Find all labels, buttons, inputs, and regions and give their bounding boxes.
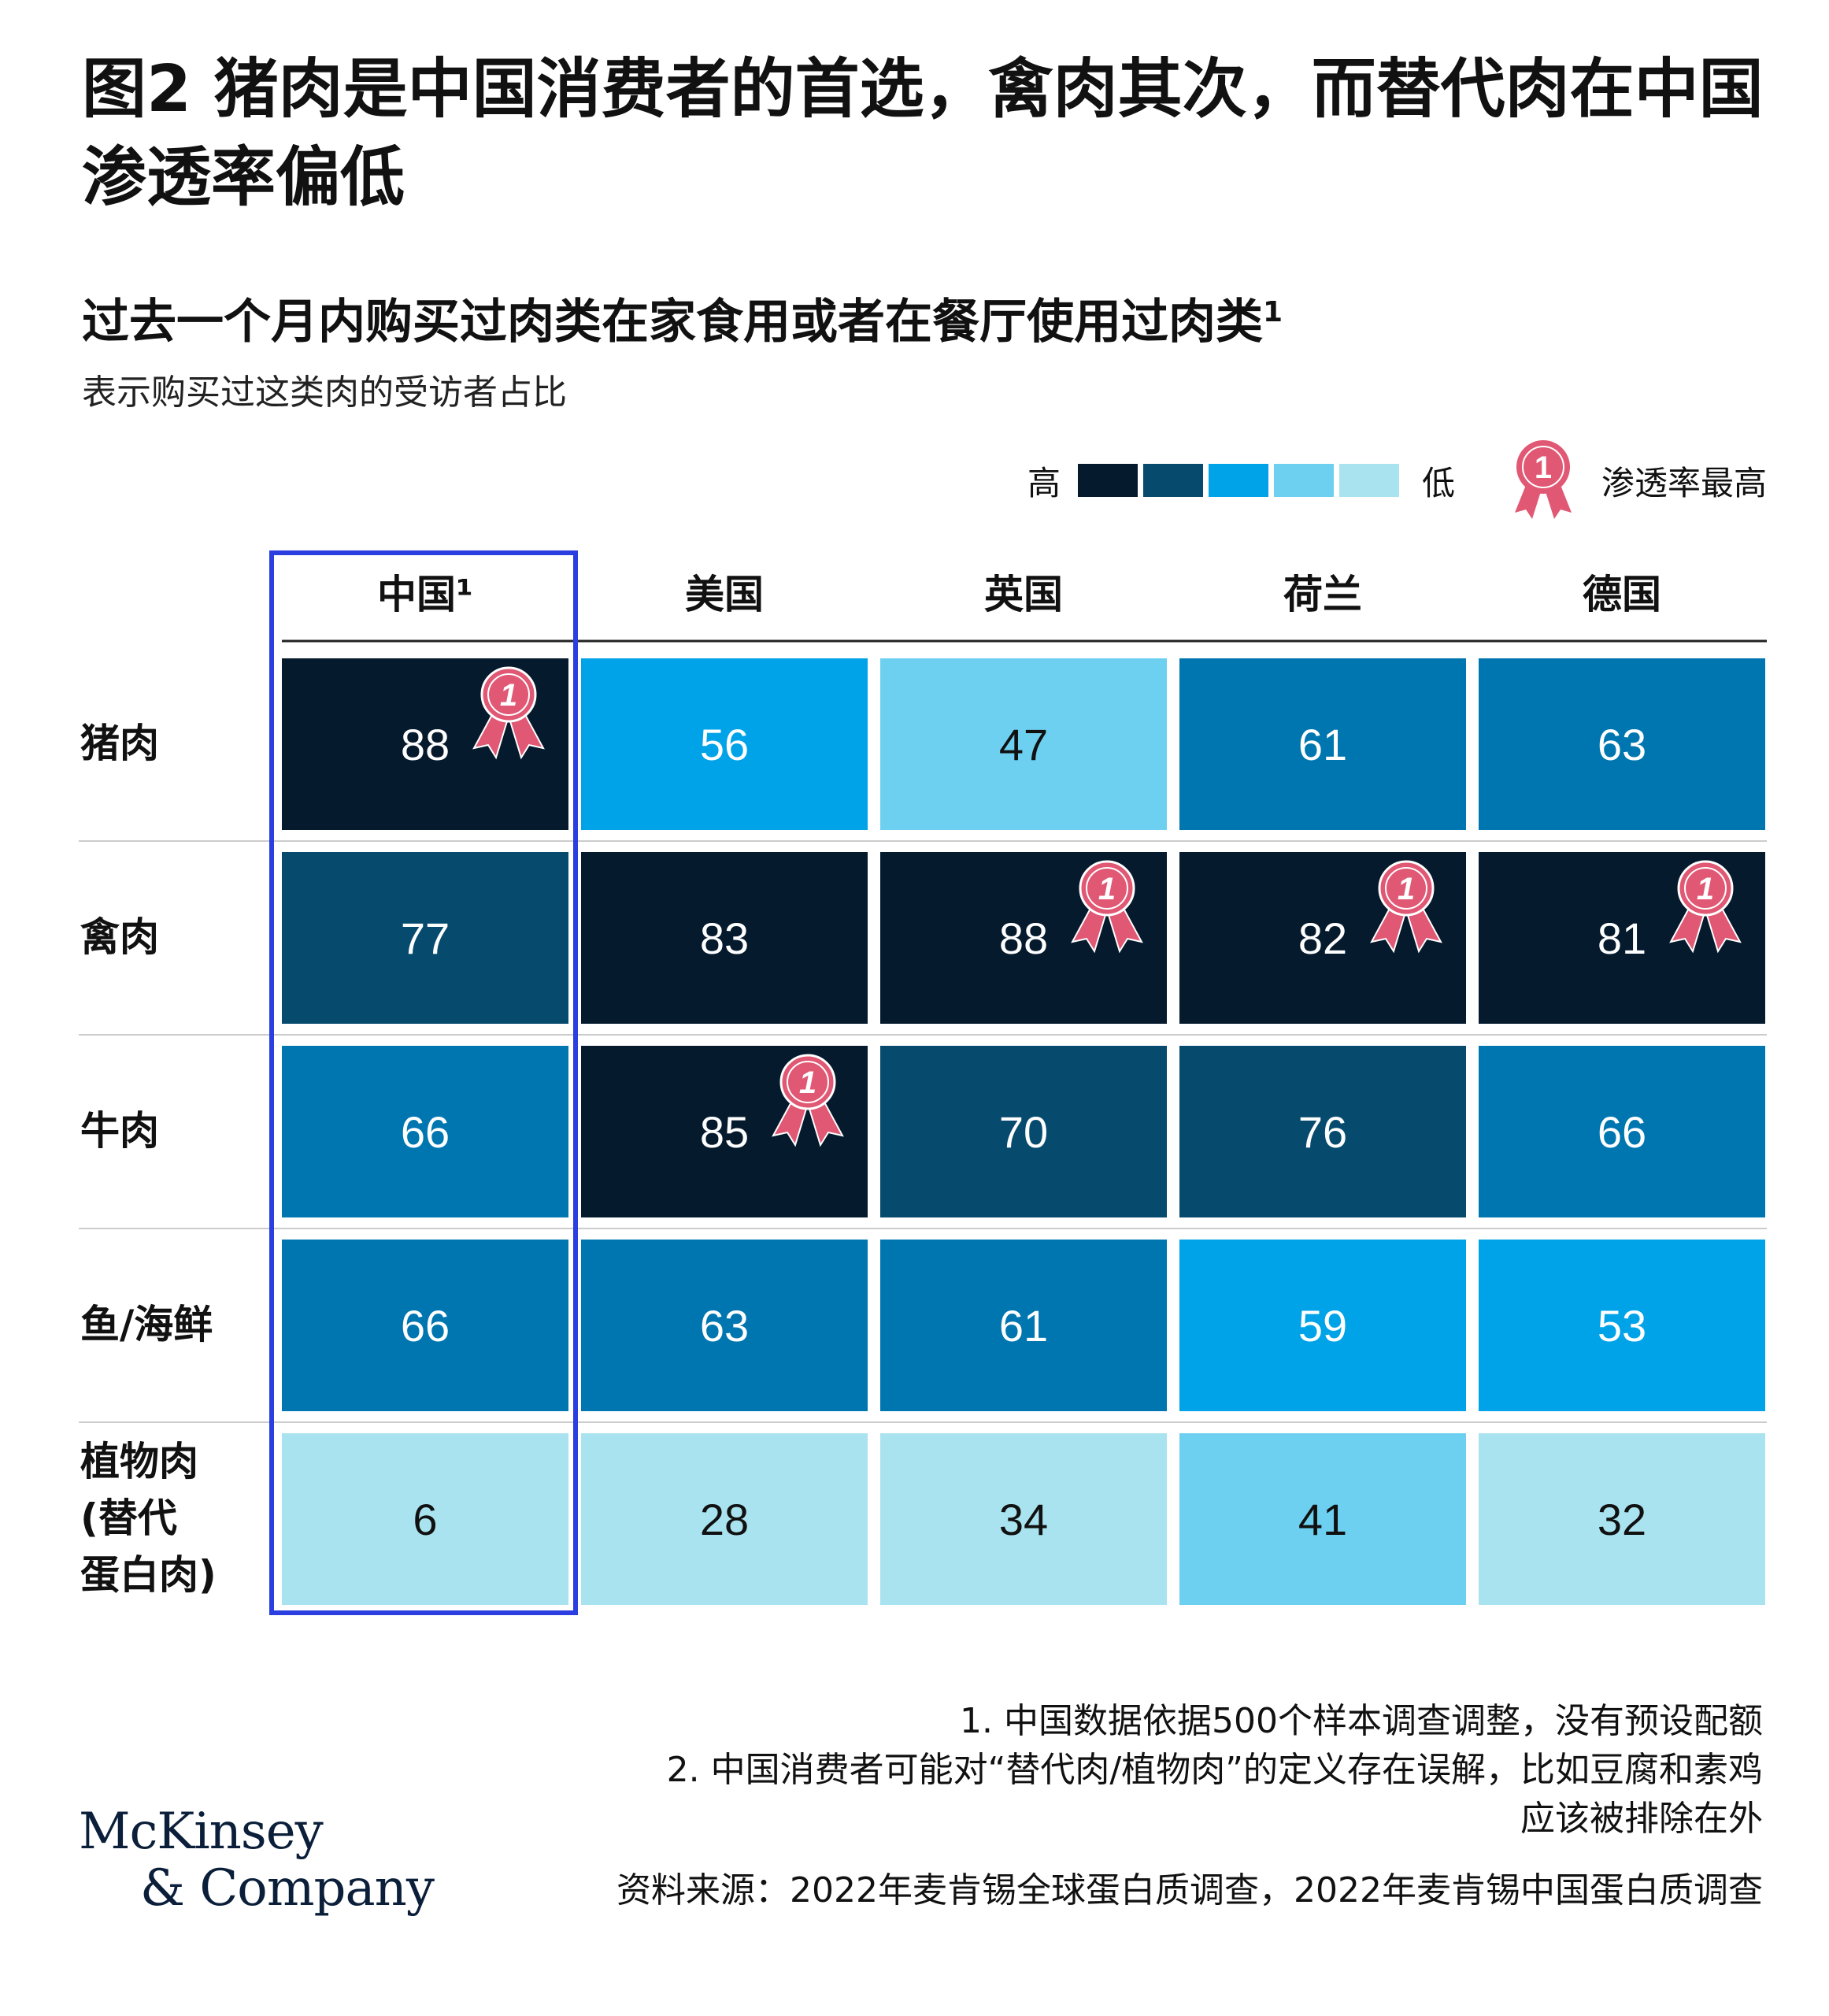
cell-value-0-3: 61 bbox=[1298, 720, 1347, 769]
legend-high-label: 高 bbox=[1027, 463, 1061, 502]
heat-cell-4-2 bbox=[880, 1433, 1167, 1605]
column-header-3: 荷兰 bbox=[1283, 572, 1362, 617]
heat-cell-3-1 bbox=[581, 1240, 868, 1411]
award-badge-ring-1-3 bbox=[1385, 867, 1427, 910]
chart-description: 表示购买过这类肉的受访者占比 bbox=[82, 372, 567, 413]
row-label-4-line-0: 植物肉 bbox=[80, 1439, 198, 1484]
cell-value-1-3: 82 bbox=[1298, 914, 1347, 963]
award-badge-icon-0-0 bbox=[480, 666, 537, 723]
source-note: 资料来源：2022年麦肯锡全球蛋白质调查，2022年麦肯锡中国蛋白质调查 bbox=[616, 1870, 1763, 1910]
cell-value-0-4: 63 bbox=[1598, 720, 1646, 769]
chart-title: 图2 猪肉是中国消费者的首选，禽肉其次，而替代肉在中国渗透率偏低 bbox=[82, 52, 1764, 215]
cell-value-0-2: 47 bbox=[999, 720, 1048, 769]
column-header-2: 英国 bbox=[984, 572, 1063, 617]
row-label-1: 禽肉 bbox=[80, 914, 159, 960]
column-header-0: 中国¹ bbox=[377, 572, 473, 617]
column-header-1: 美国 bbox=[685, 572, 764, 617]
legend-low-label: 低 bbox=[1421, 463, 1455, 502]
logo-line-1: McKinsey bbox=[79, 1803, 324, 1861]
award-ribbon-icon: 1 bbox=[1504, 437, 1583, 524]
heat-cell-2-3 bbox=[1179, 1046, 1466, 1217]
china-column-highlight bbox=[269, 550, 578, 1615]
row-label-4-line-2: 蛋白肉) bbox=[80, 1552, 217, 1598]
award-badge-number-2-1: 1 bbox=[799, 1065, 816, 1100]
row-label-2: 牛肉 bbox=[80, 1108, 159, 1154]
heat-cell-4-3 bbox=[1179, 1433, 1466, 1605]
subtitle-text: 过去一个月内购买过肉类在家食用或者在餐厅使用过肉类 bbox=[82, 295, 1263, 350]
cell-value-2-1: 85 bbox=[700, 1107, 749, 1157]
cell-value-3-1: 63 bbox=[700, 1301, 749, 1351]
legend-swatch-5 bbox=[1338, 464, 1399, 497]
heat-cell-4-1 bbox=[581, 1433, 868, 1605]
cell-value-3-2: 61 bbox=[999, 1301, 1048, 1351]
cell-value-1-2: 88 bbox=[999, 914, 1048, 963]
cell-value-2-2: 70 bbox=[999, 1107, 1048, 1157]
row-label-0: 猪肉 bbox=[80, 721, 159, 766]
cell-value-1-0: 77 bbox=[401, 914, 450, 963]
footnotes: 1. 中国数据依据500个样本调查调整，没有预设配额 2. 中国消费者可能对“替… bbox=[667, 1697, 1763, 1844]
heat-cell-2-0 bbox=[282, 1046, 568, 1217]
heat-cell-0-4 bbox=[1479, 658, 1765, 830]
chart-subtitle: 过去一个月内购买过肉类在家食用或者在餐厅使用过肉类1 bbox=[82, 284, 1283, 352]
cell-value-2-4: 66 bbox=[1598, 1107, 1646, 1157]
heat-cell-1-0 bbox=[282, 852, 568, 1024]
legend-swatch-4 bbox=[1273, 464, 1334, 497]
award-badge-icon-1-4 bbox=[1677, 860, 1734, 917]
cell-value-1-1: 83 bbox=[700, 914, 749, 963]
cell-value-0-1: 56 bbox=[700, 720, 749, 769]
row-label-4-line-1: (替代 bbox=[80, 1495, 177, 1541]
heat-cell-4-0 bbox=[282, 1433, 568, 1605]
award-badge-number-1-2: 1 bbox=[1098, 872, 1116, 906]
row-label-3: 鱼/海鲜 bbox=[80, 1302, 213, 1347]
heat-cell-1-1 bbox=[581, 852, 868, 1024]
award-badge-icon-1-2 bbox=[1079, 860, 1135, 917]
cell-value-2-0: 66 bbox=[401, 1107, 450, 1157]
award-badge-number-1-4: 1 bbox=[1697, 872, 1714, 906]
legend-swatch-2 bbox=[1142, 464, 1203, 497]
cell-value-4-0: 6 bbox=[413, 1495, 437, 1544]
award-badge-ring-1-2 bbox=[1086, 867, 1128, 910]
cell-value-0-0: 88 bbox=[401, 720, 450, 769]
award-badge-ring-0-0 bbox=[487, 673, 530, 716]
cell-value-1-4: 81 bbox=[1598, 914, 1646, 963]
cell-value-4-1: 28 bbox=[700, 1495, 749, 1544]
heat-cell-2-4 bbox=[1479, 1046, 1765, 1217]
heat-cell-0-1 bbox=[581, 658, 868, 830]
legend-swatch-3 bbox=[1208, 464, 1268, 497]
footnote-1: 1. 中国数据依据500个样本调查调整，没有预设配额 bbox=[960, 1701, 1763, 1741]
logo-line-2: & Company bbox=[140, 1859, 435, 1918]
heat-cell-0-2 bbox=[880, 658, 1167, 830]
award-badge-ring-1-4 bbox=[1684, 867, 1727, 910]
cell-value-4-3: 41 bbox=[1298, 1495, 1347, 1544]
award-badge-ring-2-1 bbox=[787, 1061, 829, 1103]
column-header-4: 德国 bbox=[1583, 572, 1661, 617]
cell-value-3-0: 66 bbox=[401, 1301, 450, 1351]
legend: 高 低 1 渗透率最高 bbox=[1010, 437, 1767, 524]
heat-cell-2-2 bbox=[880, 1046, 1167, 1217]
cell-value-4-4: 32 bbox=[1598, 1495, 1646, 1544]
award-badge-number-1-3: 1 bbox=[1398, 872, 1415, 906]
award-badge-number-0-0: 1 bbox=[500, 678, 517, 713]
heat-cell-3-0 bbox=[282, 1240, 568, 1411]
heat-cell-4-4 bbox=[1479, 1433, 1765, 1605]
heat-cell-3-2 bbox=[880, 1240, 1167, 1411]
award-badge-icon-2-1 bbox=[779, 1054, 836, 1110]
award-badge-icon-1-3 bbox=[1378, 860, 1435, 917]
heat-cell-0-3 bbox=[1179, 658, 1466, 830]
legend-swatch-1 bbox=[1077, 464, 1138, 497]
heat-cell-3-4 bbox=[1479, 1240, 1765, 1411]
mckinsey-logo: McKinsey & Company bbox=[79, 1803, 435, 1918]
cell-value-4-2: 34 bbox=[999, 1495, 1048, 1544]
subtitle-footnote-mark: 1 bbox=[1263, 296, 1283, 328]
cell-value-3-4: 53 bbox=[1598, 1301, 1646, 1351]
cell-value-3-3: 59 bbox=[1298, 1301, 1347, 1351]
footnote-2: 2. 中国消费者可能对“替代肉/植物肉”的定义存在误解，比如豆腐和素鸡 bbox=[666, 1750, 1763, 1790]
cell-value-2-3: 76 bbox=[1298, 1107, 1347, 1157]
legend-badge-label: 渗透率最高 bbox=[1601, 463, 1767, 502]
heat-cell-3-3 bbox=[1179, 1240, 1466, 1411]
footnote-2-continued: 应该被排除在外 bbox=[1520, 1799, 1763, 1839]
legend-badge-number: 1 bbox=[1535, 450, 1552, 485]
